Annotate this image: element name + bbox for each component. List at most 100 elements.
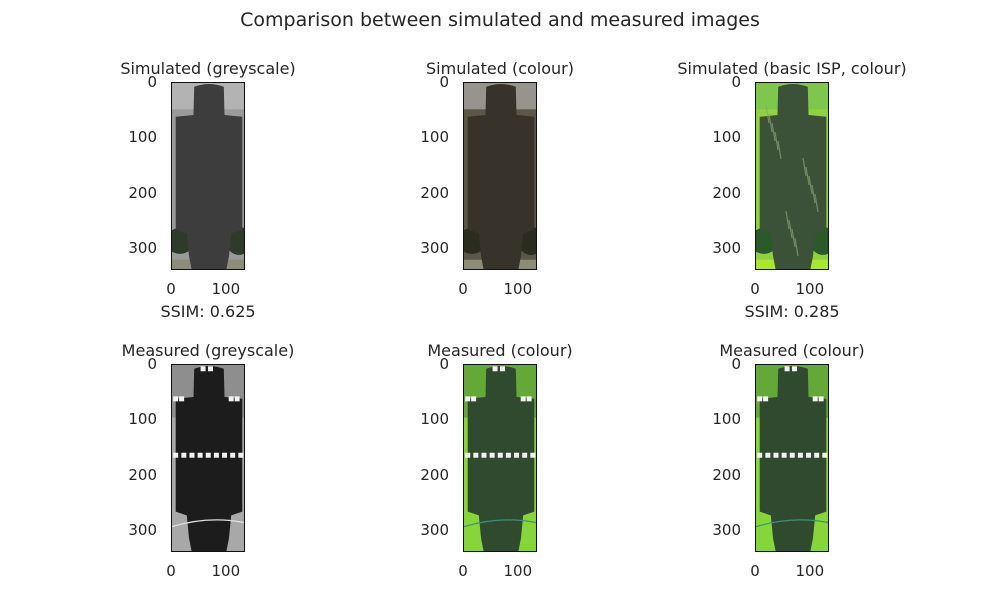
marker [757,396,763,402]
x-tick-label: 0 [458,562,468,580]
y-tick-label: 200 [420,465,449,484]
y-tick-label: 0 [147,73,157,91]
wire-line [464,519,536,528]
marker [497,452,503,458]
marker [173,396,179,402]
wire-line [756,519,828,528]
x-tick-label: 100 [795,562,825,580]
x-tick-label: 100 [211,280,241,298]
x-tick-label: 100 [795,280,825,298]
y-tick-label: 100 [712,128,741,147]
marker [222,452,228,458]
marker [514,452,520,458]
marker [205,452,211,458]
marker [207,366,213,372]
marker [814,452,820,458]
panel-title: Measured (greyscale) [121,341,295,360]
marker [526,396,532,402]
y-tick-label: 200 [128,183,157,202]
texture-stroke [802,157,807,177]
marker [492,366,498,372]
y-tick-label: 300 [420,520,449,539]
image-panel [463,364,537,552]
y-tick-label: 200 [420,183,449,202]
ssim-label: SSIM: 0.625 [160,302,256,321]
image-panel [171,364,245,552]
marker [200,366,206,372]
y-tick-label: 200 [712,465,741,484]
image-canvas [172,83,244,269]
y-tick-label: 100 [128,410,157,429]
y-tick-label: 300 [420,238,449,257]
panel-title: Simulated (greyscale) [120,59,296,78]
x-tick-label: 100 [503,562,533,580]
texture-stroke [768,113,773,133]
image-canvas [756,365,828,551]
image-canvas [172,365,244,551]
marker [765,452,771,458]
x-tick-label: 100 [211,562,241,580]
y-tick-label: 200 [712,183,741,202]
marker [481,452,487,458]
marker [181,452,187,458]
marker [213,452,219,458]
y-tick-label: 100 [128,128,157,147]
y-tick-label: 100 [420,128,449,147]
marker [473,452,479,458]
marker [173,452,179,458]
image-panel [755,82,829,270]
marker [471,396,477,402]
target-silhouette [759,365,827,551]
image-canvas [756,83,828,269]
texture-stroke [805,166,810,186]
panel-title: Measured (colour) [427,341,573,360]
marker [797,452,803,458]
texture-stroke [794,237,799,257]
marker [505,452,511,458]
y-tick-label: 0 [439,73,449,91]
marker [179,396,185,402]
texture-stroke [791,228,796,248]
figure-title: Comparison between simulated and measure… [240,9,760,31]
image-canvas [464,365,536,551]
target-silhouette [759,83,827,269]
marker [520,396,526,402]
x-tick-label: 0 [750,280,760,298]
texture-stroke [777,140,782,160]
marker [822,452,828,458]
marker [781,452,787,458]
wire-line [172,519,244,528]
texture-stroke [814,193,819,213]
marker [791,366,797,372]
y-tick-label: 100 [420,410,449,429]
y-tick-label: 0 [731,73,741,91]
y-tick-label: 100 [712,410,741,429]
image-panel [171,82,245,270]
marker [238,452,244,458]
marker [489,452,495,458]
marker [522,452,528,458]
y-tick-label: 0 [439,355,449,373]
x-tick-label: 0 [750,562,760,580]
marker [789,452,795,458]
marker [499,366,505,372]
x-tick-label: 0 [458,280,468,298]
y-tick-label: 300 [128,238,157,257]
texture-stroke [771,122,776,142]
y-tick-label: 200 [128,465,157,484]
marker [784,366,790,372]
marker [818,396,824,402]
marker [763,396,769,402]
image-panel [755,364,829,552]
image-canvas [464,83,536,269]
target-silhouette [467,365,535,551]
image-panel [463,82,537,270]
texture-stroke [785,210,790,230]
panel-title: Simulated (colour) [426,59,574,78]
marker [806,452,812,458]
texture-stroke [774,131,779,151]
marker [230,452,236,458]
x-tick-label: 100 [503,280,533,298]
marker [197,452,203,458]
x-tick-label: 0 [166,280,176,298]
